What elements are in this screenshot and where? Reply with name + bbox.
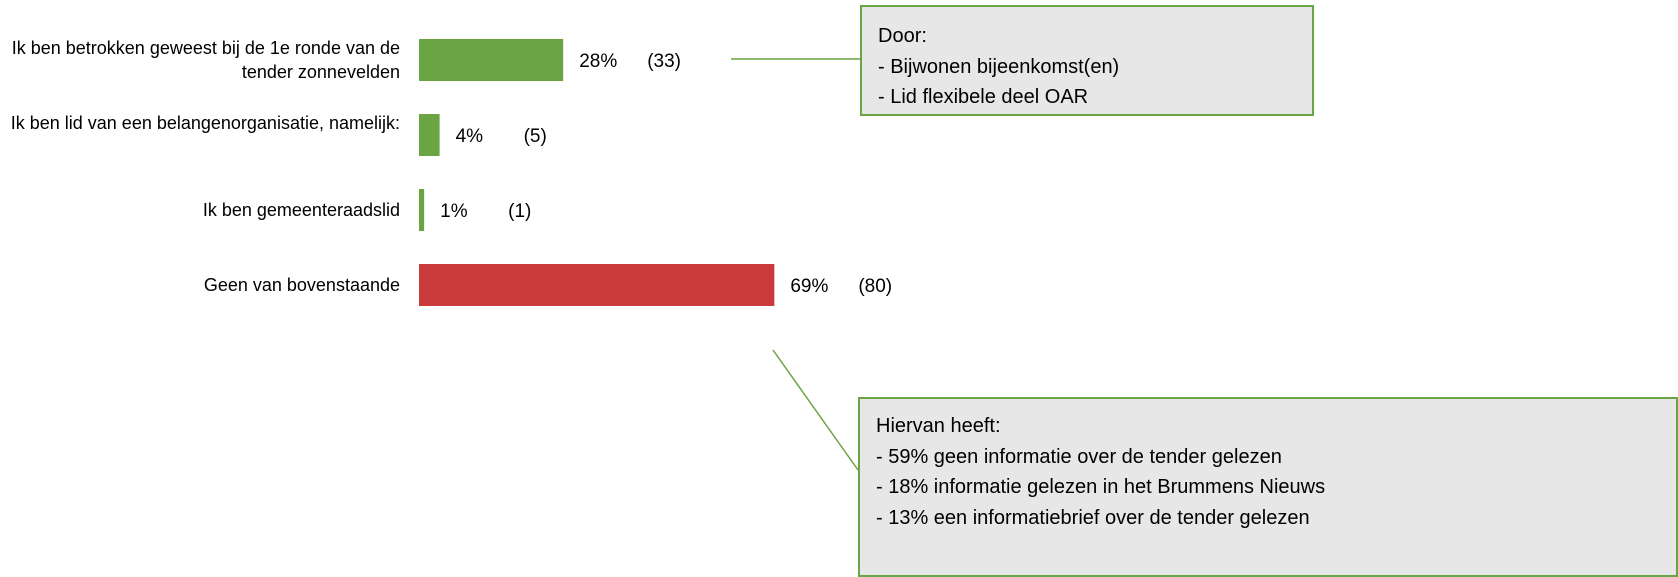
bar <box>419 114 440 156</box>
count-label: (1) <box>508 201 531 222</box>
bar <box>419 189 425 231</box>
bar <box>419 264 775 306</box>
value-label: 28% <box>579 51 617 72</box>
annotation-box: Hiervan heeft: - 59% geen informatie over… <box>858 397 1678 577</box>
annotation-line: - Bijwonen bijeenkomst(en) <box>878 55 1120 78</box>
category-label: Geen van bovenstaande <box>203 275 400 295</box>
annotation-line: Hiervan heeft: <box>876 415 1001 437</box>
annotation-box: Door: - Bijwonen bijeenkomst(en) - Lid fle… <box>860 5 1314 116</box>
category-label: Ik ben lid van een belangenorganisatie, … <box>10 113 400 133</box>
category-label: Ik ben gemeenteraadslid <box>202 200 400 220</box>
bar <box>419 39 564 81</box>
connector <box>772 349 859 471</box>
annotation-line: Door: <box>878 25 927 47</box>
count-label: (33) <box>647 51 681 72</box>
count-label: (5) <box>524 126 547 147</box>
value-label: 4% <box>456 126 484 147</box>
annotation-line: - 59% geen informatie over de tender gel… <box>876 445 1282 468</box>
annotation-line: - Lid flexibele deel OAR <box>878 86 1089 108</box>
count-label: (80) <box>858 276 892 297</box>
category-label: Ik ben betrokken geweest bij de 1e ronde… <box>11 38 400 82</box>
value-label: 69% <box>790 276 828 297</box>
annotation-line: - 18% informatie gelezen in het Brummens… <box>876 476 1326 498</box>
value-label: 1% <box>440 201 468 222</box>
annotation-line: - 13% een informatiebrief over de tender… <box>876 506 1310 529</box>
